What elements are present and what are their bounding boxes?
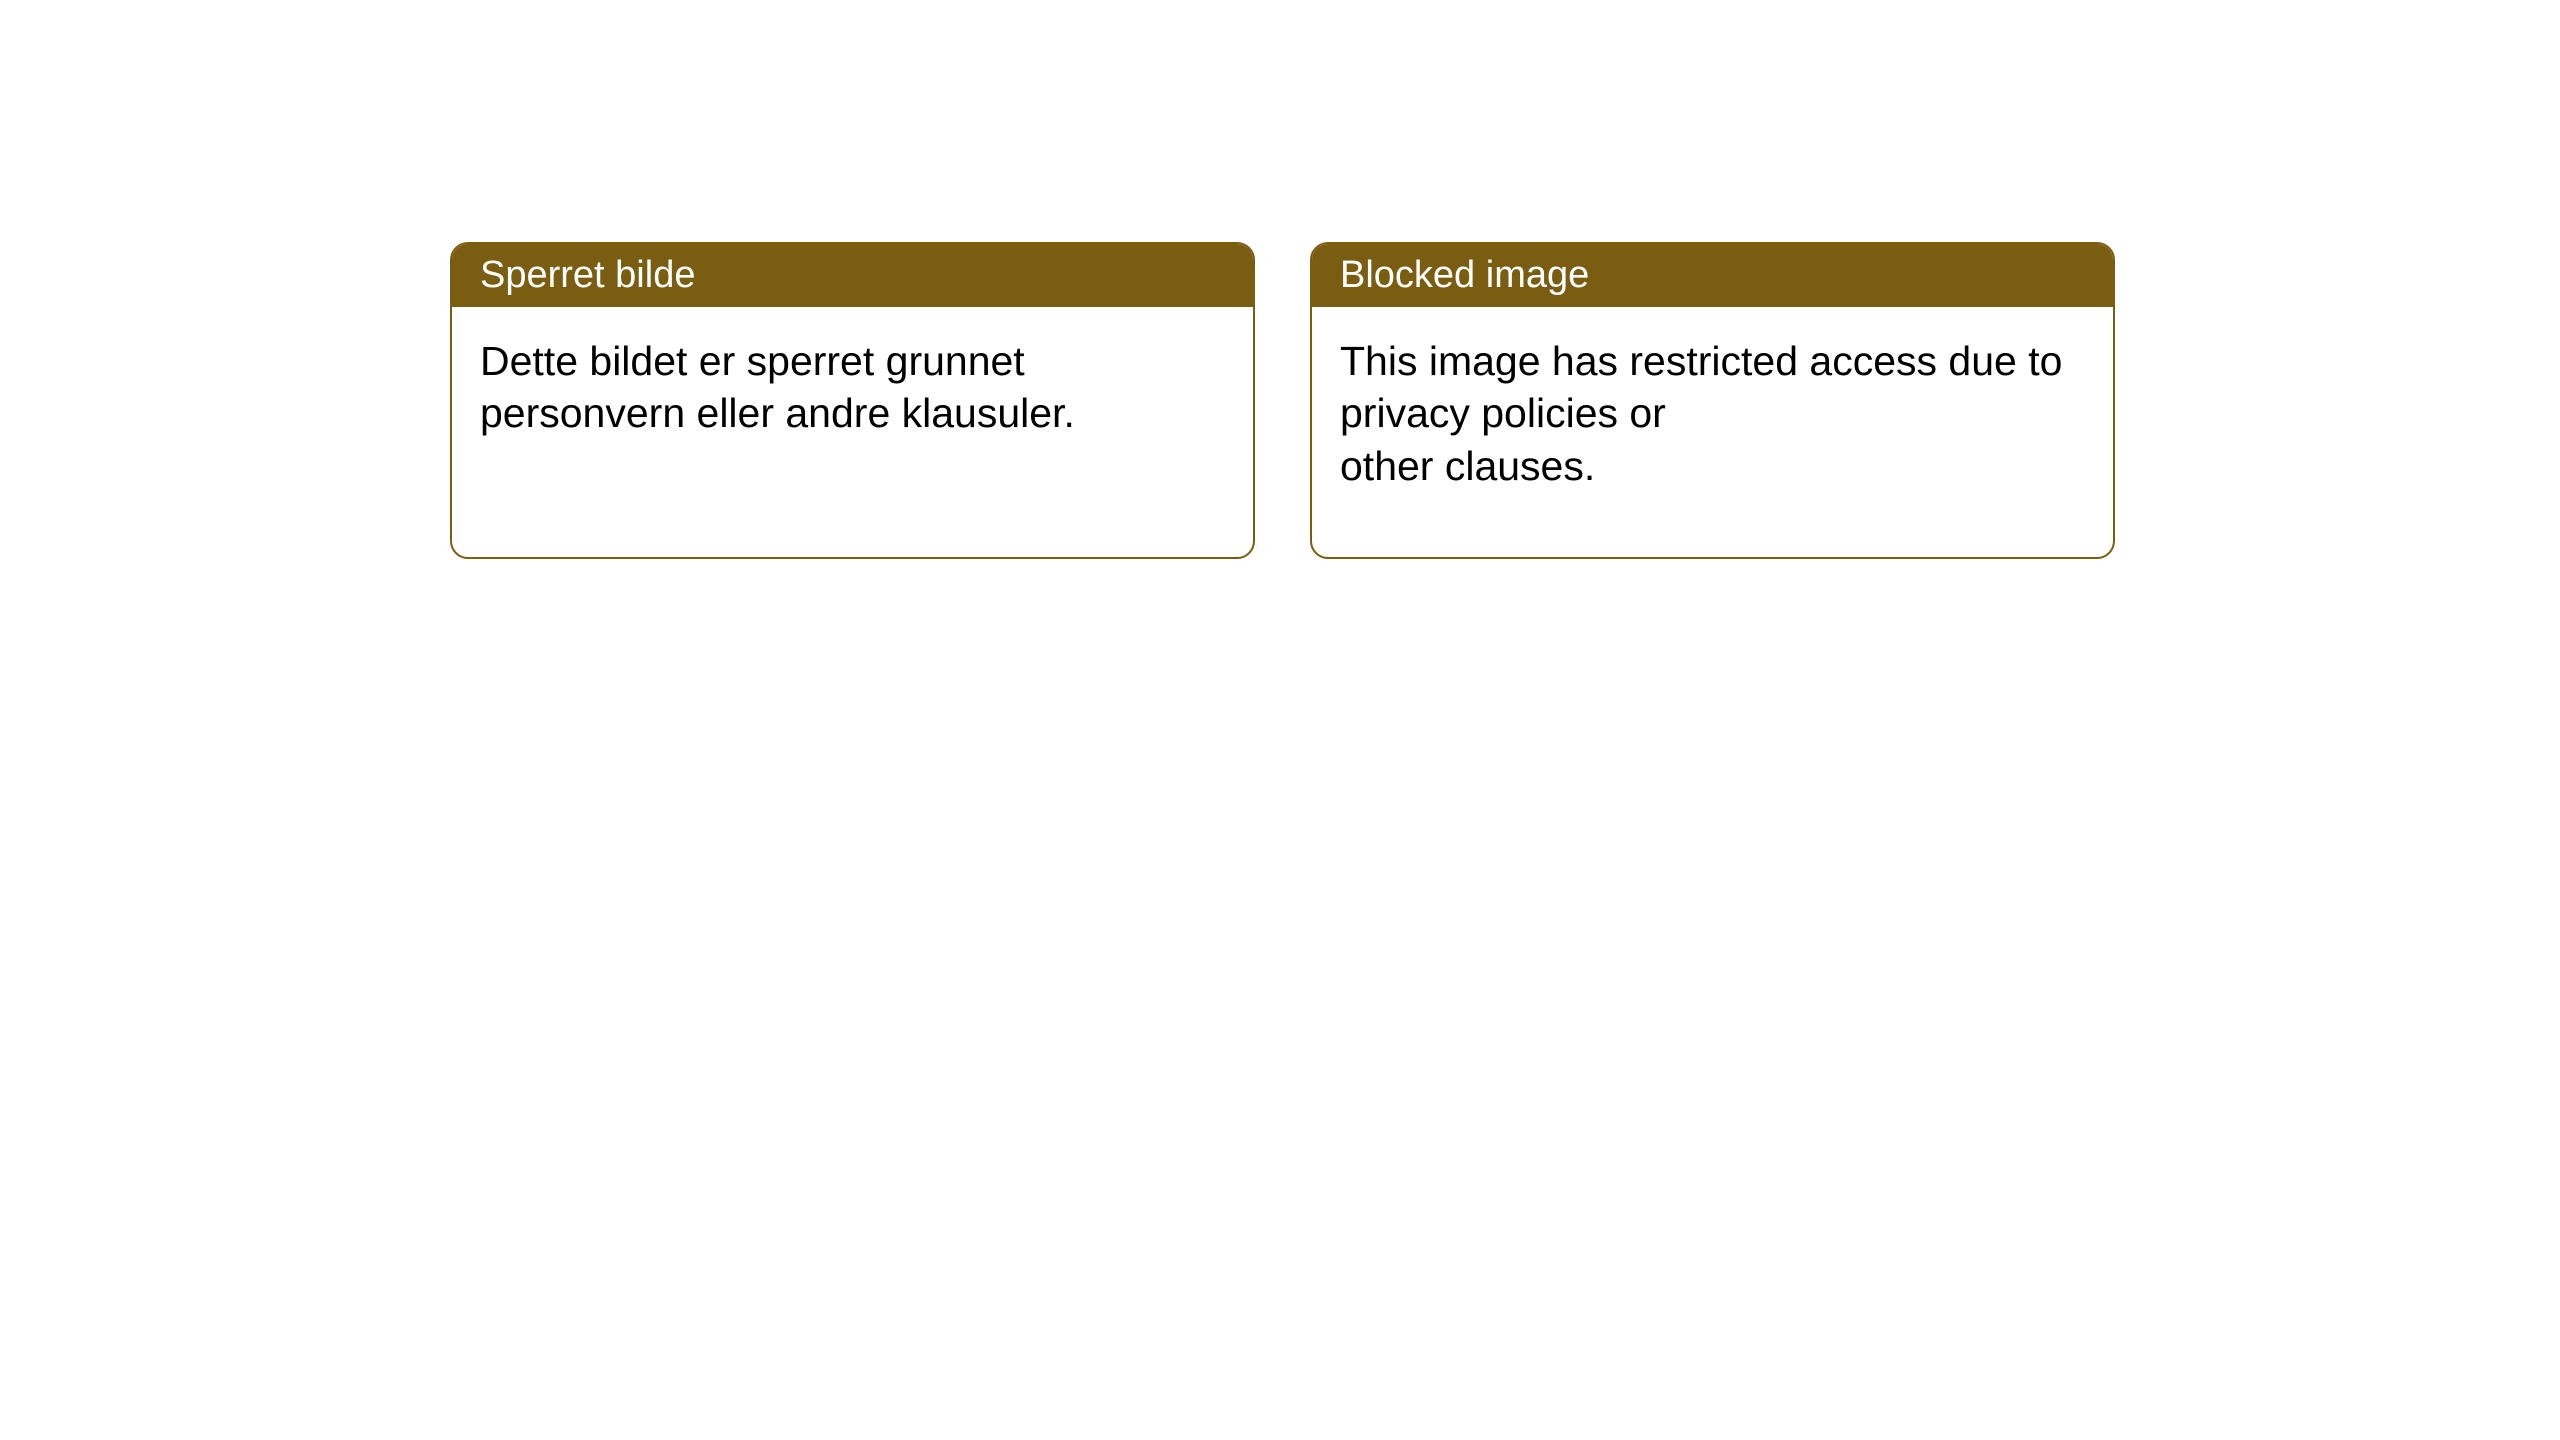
notice-container: Sperret bilde Dette bildet er sperret gr… <box>450 242 2115 559</box>
notice-header: Sperret bilde <box>452 244 1253 307</box>
notice-card-english: Blocked image This image has restricted … <box>1310 242 2115 559</box>
notice-card-norwegian: Sperret bilde Dette bildet er sperret gr… <box>450 242 1255 559</box>
notice-header: Blocked image <box>1312 244 2113 307</box>
notice-body: This image has restricted access due to … <box>1312 307 2113 557</box>
notice-body: Dette bildet er sperret grunnet personve… <box>452 307 1253 557</box>
